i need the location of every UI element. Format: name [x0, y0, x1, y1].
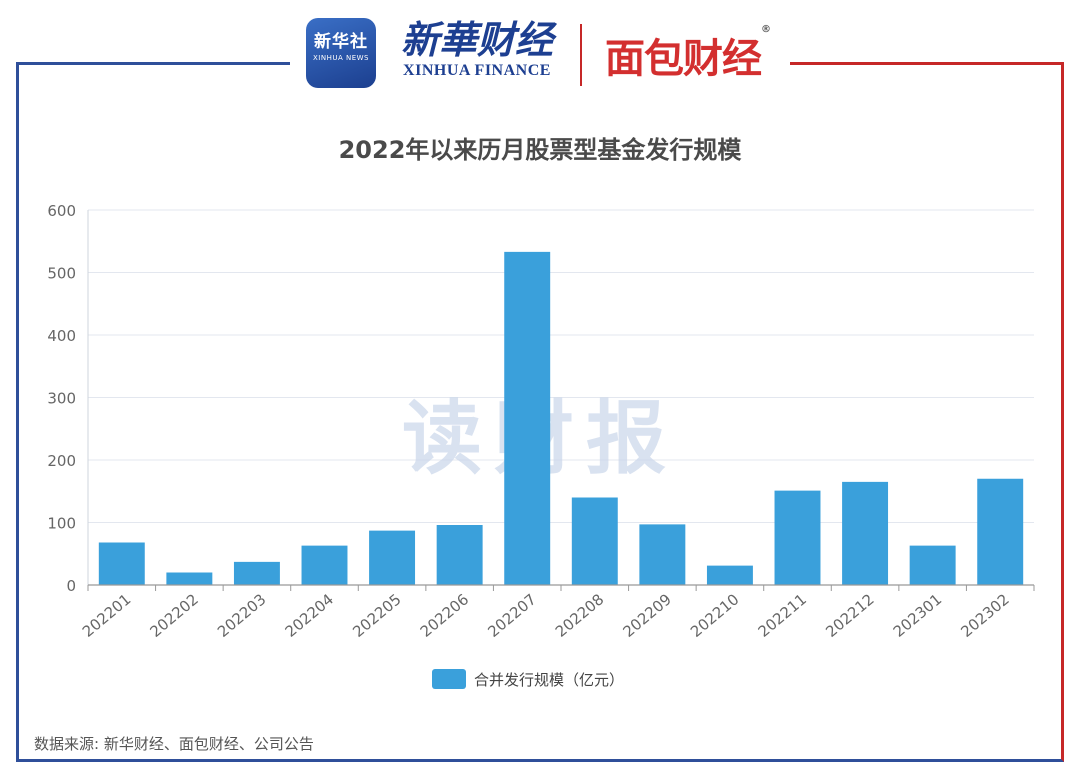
x-tick-label: 202208 — [552, 590, 607, 641]
y-tick-label: 400 — [47, 327, 76, 345]
chart-title: 2022年以来历月股票型基金发行规模 — [338, 136, 742, 164]
x-axis-ticks: 202201 202202 202203 202204 202205 202206 2022… — [79, 585, 1035, 641]
bar-202209 — [639, 524, 686, 585]
x-tick-label: 202204 — [282, 590, 337, 641]
y-tick-label: 200 — [47, 452, 76, 470]
source-note: 数据来源: 新华财经、面包财经、公司公告 — [34, 735, 314, 753]
legend-label: 合并发行规模（亿元） — [474, 671, 624, 689]
y-tick-label: 300 — [47, 390, 76, 408]
bar-202302 — [977, 478, 1024, 585]
xinhua-finance-logo-en: XINHUA FINANCE — [403, 62, 551, 79]
bar-202203 — [233, 561, 280, 585]
x-tick-label: 202207 — [484, 590, 539, 641]
bar-202201 — [98, 542, 145, 585]
bar-202207 — [504, 251, 551, 585]
y-axis-ticks: 0 100 200 300 400 500 600 — [47, 202, 76, 595]
grid-lines — [88, 209, 1034, 523]
y-tick-label: 100 — [47, 515, 76, 533]
bar-202206 — [436, 525, 483, 585]
x-tick-label: 202203 — [214, 590, 269, 641]
registered-mark: ® — [761, 24, 771, 35]
bars — [98, 251, 1024, 585]
xinhua-news-logo-cn: 新华社 — [314, 32, 368, 52]
x-tick-label: 202302 — [957, 590, 1012, 641]
bar-202301 — [909, 545, 956, 585]
legend: 合并发行规模（亿元） — [432, 669, 624, 689]
x-tick-label: 202211 — [755, 590, 810, 641]
bar-202212 — [842, 481, 889, 585]
logo-divider — [580, 24, 582, 86]
xinhua-news-logo-en: XINHUA NEWS — [312, 54, 370, 62]
x-tick-label: 202201 — [79, 590, 134, 641]
bar-202202 — [166, 572, 213, 585]
xinhua-finance-logo-cn: 新華财经 — [400, 17, 553, 62]
x-tick-label: 202205 — [349, 590, 404, 641]
y-tick-label: 500 — [47, 265, 76, 283]
x-tick-label: 202209 — [619, 590, 674, 641]
x-tick-label: 202210 — [687, 590, 742, 641]
x-tick-label: 202212 — [822, 590, 877, 641]
mianbao-finance-logo-text: 面包财经 — [605, 36, 762, 82]
y-tick-label: 600 — [47, 202, 76, 220]
bar-202210 — [706, 565, 753, 585]
bar-202204 — [301, 545, 348, 585]
y-tick-label: 0 — [66, 577, 76, 595]
frame-left — [16, 62, 536, 762]
xinhua-finance-logo: 新華财经 XINHUA FINANCE — [392, 18, 562, 80]
frame-right — [536, 62, 1064, 762]
bar-202211 — [774, 490, 821, 585]
x-tick-label: 202301 — [890, 590, 945, 641]
x-tick-label: 202202 — [146, 590, 201, 641]
xinhua-news-logo: 新华社 XINHUA NEWS — [306, 18, 376, 88]
x-tick-label: 202206 — [417, 590, 472, 641]
bar-202208 — [571, 497, 618, 585]
mianbao-finance-logo: 面包财经® — [605, 24, 771, 84]
legend-swatch — [432, 669, 466, 689]
bar-202205 — [369, 530, 416, 585]
